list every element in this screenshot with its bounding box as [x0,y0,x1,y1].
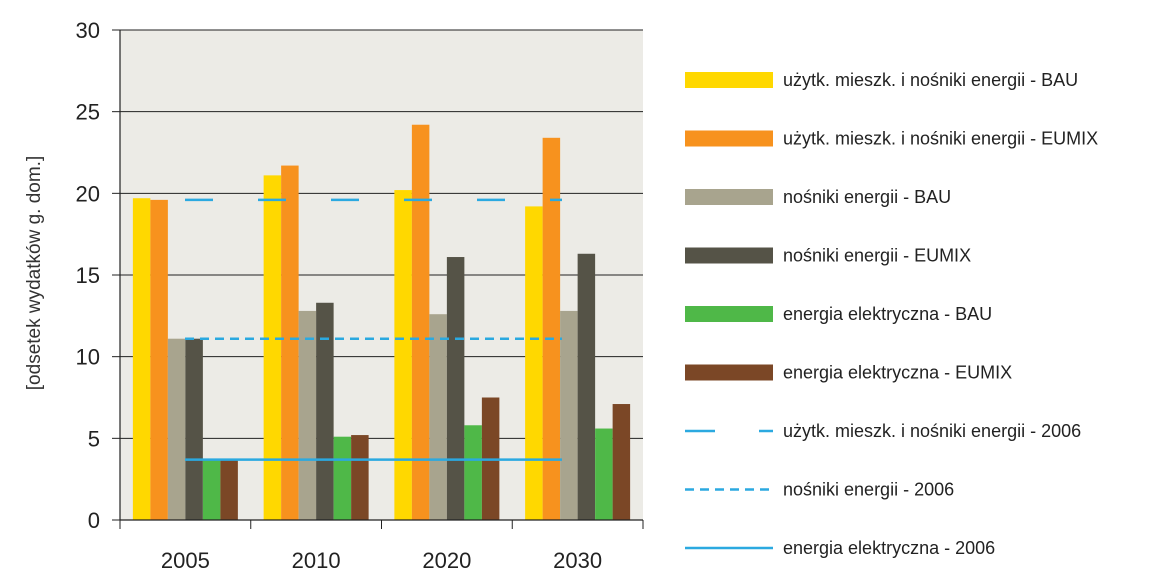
bar [167,338,186,520]
bar [525,206,543,520]
bar [560,310,578,520]
legend-label: nośniki energii - EUMIX [783,246,971,266]
x-tick-label: 2005 [161,548,210,573]
reference-lines-group [185,198,562,461]
bar [429,314,447,520]
bar [202,459,221,520]
legend-label: nośniki energii - BAU [783,187,951,207]
legend-label: użytk. mieszk. i nośniki energii - EUMIX [783,129,1098,149]
bar [577,253,596,520]
bar [464,425,482,520]
bar [132,198,151,520]
legend-swatch [685,306,773,322]
legend-label: nośniki energii - 2006 [783,480,954,500]
bar [446,257,465,520]
y-tick-label: 0 [88,508,100,533]
x-tick-label: 2010 [292,548,341,573]
x-tick-label: 2030 [553,548,602,573]
y-tick-labels: 0 5 10 15 20 25 30 [76,18,100,533]
legend-swatch [685,130,773,147]
bar [351,435,369,520]
bar [411,124,430,520]
x-tick-labels: 2005 2010 2020 2030 [161,548,602,573]
y-tick-label: 30 [76,18,100,43]
y-tick-label: 15 [76,263,100,288]
bar [394,190,412,521]
y-axis-label: [odsetek wydatków g. dom.] [24,156,45,390]
bar [220,459,238,520]
bar [185,338,203,520]
legend-label: energia elektryczna - BAU [783,304,992,324]
legend: użytk. mieszk. i nośniki energii - BAU uż… [685,70,1098,558]
bar [263,175,282,520]
legend-label: użytk. mieszk. i nośniki energii - BAU [783,70,1078,90]
legend-swatch [685,364,773,381]
bar [612,404,631,520]
x-tick-label: 2020 [422,548,471,573]
y-tick-label: 25 [76,100,100,125]
bars-group [132,124,631,521]
bar [150,199,168,520]
legend-swatch [685,189,773,205]
bar [595,428,613,520]
legend-label: użytk. mieszk. i nośniki energii - 2006 [783,421,1081,441]
bar [298,310,317,520]
legend-label: energia elektryczna - EUMIX [783,363,1012,383]
legend-label: energia elektryczna - 2006 [783,538,995,558]
bar [542,137,561,521]
y-tick-label: 10 [76,345,100,370]
axes-group [119,30,644,529]
bar [333,436,352,520]
legend-swatch [685,247,773,264]
y-tick-label: 5 [88,426,100,451]
legend-swatch [685,72,773,88]
bar [316,302,334,520]
bar [281,165,299,521]
y-tick-label: 20 [76,181,100,206]
